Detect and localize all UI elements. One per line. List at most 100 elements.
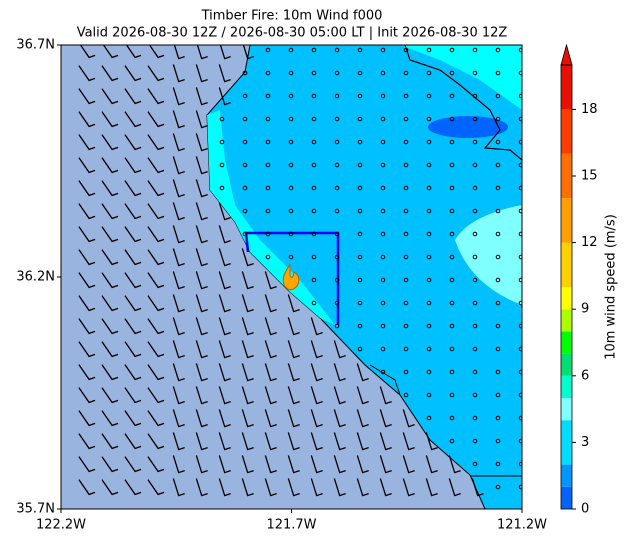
wind-barb — [310, 478, 323, 497]
calm-marker — [403, 116, 409, 122]
calm-marker — [311, 116, 317, 122]
wind-barb — [101, 134, 119, 151]
calm-marker — [403, 139, 409, 145]
calm-marker — [472, 162, 478, 168]
calm-marker — [495, 70, 501, 76]
wind-barb — [333, 386, 346, 405]
wind-barb — [264, 386, 277, 405]
colorbar-tick-label: 3 — [581, 435, 589, 450]
wind-barb — [310, 409, 323, 428]
wind-barb — [78, 88, 96, 105]
wind-barb — [172, 156, 185, 175]
wind-barb — [241, 271, 254, 290]
calm-marker — [426, 208, 432, 214]
calm-marker — [426, 70, 432, 76]
wind-barb — [218, 248, 231, 267]
calm-marker — [242, 162, 248, 168]
calm-marker — [472, 323, 478, 329]
calm-marker — [449, 438, 455, 444]
wind-barb — [147, 456, 165, 473]
wind-zone — [455, 205, 522, 305]
calm-marker — [495, 47, 501, 53]
calm-marker — [265, 139, 271, 145]
colorbar-segment — [561, 242, 572, 287]
calm-marker — [380, 254, 386, 260]
calm-marker — [495, 139, 501, 145]
calm-marker — [311, 277, 317, 283]
wind-barb — [124, 456, 142, 473]
calm-marker — [449, 415, 455, 421]
calm-marker — [265, 185, 271, 191]
calm-marker — [357, 208, 363, 214]
colorbar-tick-label: 15 — [581, 169, 598, 184]
calm-marker — [495, 415, 501, 421]
wind-barb — [147, 364, 165, 381]
wind-barb — [402, 455, 415, 474]
wind-barb — [241, 455, 254, 474]
wind-barb — [448, 455, 461, 474]
calm-marker — [449, 369, 455, 375]
wind-barb — [172, 87, 185, 106]
calm-marker — [403, 70, 409, 76]
wind-barb — [195, 363, 208, 382]
calm-marker — [357, 139, 363, 145]
wind-barb — [310, 317, 323, 336]
calm-marker — [472, 70, 478, 76]
wind-barb — [218, 225, 231, 244]
wind-barb — [195, 156, 208, 175]
wind-barb — [195, 478, 208, 497]
calm-marker — [426, 231, 432, 237]
calm-marker — [426, 185, 432, 191]
calm-marker — [426, 116, 432, 122]
wind-barb — [356, 409, 369, 428]
calm-marker — [265, 254, 271, 260]
calm-marker — [380, 277, 386, 283]
calm-marker — [265, 208, 271, 214]
wind-barb — [287, 340, 300, 359]
calm-marker — [311, 254, 317, 260]
wind-barb — [125, 45, 142, 59]
calm-marker — [334, 139, 340, 145]
wind-barb — [287, 478, 300, 497]
wind-barb — [172, 294, 185, 313]
calm-marker — [518, 70, 522, 76]
colorbar-segment — [561, 109, 572, 154]
calm-marker — [426, 346, 432, 352]
wind-barb — [78, 364, 96, 381]
wind-barb — [218, 202, 231, 221]
wind-barb — [333, 409, 346, 428]
calm-marker — [472, 208, 478, 214]
colorbar-segment — [561, 486, 572, 509]
wind-barb — [78, 295, 96, 312]
wind-barb — [310, 432, 323, 451]
colorbar-tick-label: 12 — [581, 235, 598, 250]
wind-barb — [241, 432, 254, 451]
calm-marker — [219, 162, 225, 168]
wind-barb — [218, 64, 231, 83]
wind-barb — [218, 363, 231, 382]
wind-barb — [218, 432, 231, 451]
wind-barb — [78, 318, 96, 335]
wind-barb — [264, 294, 277, 313]
wind-barb — [124, 318, 142, 335]
calm-marker — [265, 93, 271, 99]
wind-barb — [195, 87, 208, 106]
calm-marker — [426, 47, 432, 53]
wind-barb — [333, 455, 346, 474]
wind-barb — [78, 249, 96, 266]
wind-barb — [356, 386, 369, 405]
calm-marker — [334, 93, 340, 99]
calm-marker — [403, 93, 409, 99]
calm-marker — [311, 139, 317, 145]
calm-marker — [288, 139, 294, 145]
y-tick-label: 35.7N — [16, 502, 55, 517]
calm-marker — [518, 461, 522, 467]
wind-barb — [448, 478, 461, 497]
x-tick-label: 122.2W — [36, 518, 86, 533]
calm-marker — [495, 231, 501, 237]
wind-barb — [241, 363, 254, 382]
wind-barb — [218, 455, 231, 474]
colorbar-segment — [561, 375, 572, 398]
wind-barb — [425, 455, 438, 474]
calm-marker — [426, 415, 432, 421]
